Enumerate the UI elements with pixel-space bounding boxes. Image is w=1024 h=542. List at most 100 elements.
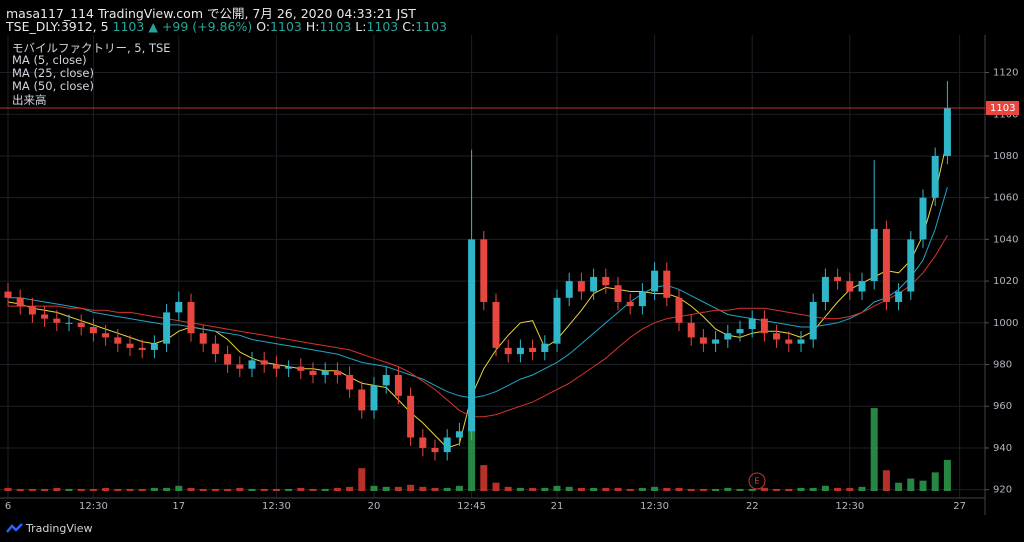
legend-item: MA (25, close) bbox=[12, 66, 94, 80]
volume-bar bbox=[309, 488, 317, 491]
candle-body bbox=[28, 306, 36, 315]
candle-body bbox=[150, 343, 158, 350]
candle-body bbox=[760, 318, 768, 334]
volume-bar bbox=[126, 488, 134, 491]
x-tick-label: 12:30 bbox=[262, 501, 291, 512]
candle-body bbox=[675, 297, 683, 323]
volume-bar bbox=[809, 487, 817, 491]
h: 1103 bbox=[319, 19, 352, 34]
candle-body bbox=[260, 360, 268, 365]
x-tick-label: 22 bbox=[746, 501, 759, 512]
footer: TradingView bbox=[26, 522, 93, 535]
volume-bar bbox=[333, 487, 341, 491]
volume-bar bbox=[468, 426, 476, 491]
x-tick-label: 17 bbox=[172, 501, 185, 512]
candle-body bbox=[102, 333, 110, 338]
candle-body bbox=[931, 155, 939, 198]
volume-bar bbox=[565, 486, 573, 491]
candle-body bbox=[480, 239, 488, 302]
candle-body bbox=[4, 291, 12, 298]
x-tick-label: 27 bbox=[953, 501, 966, 512]
volume-bar bbox=[260, 488, 268, 491]
volume-bar bbox=[224, 488, 232, 491]
price-tag-label: 1103 bbox=[990, 103, 1015, 114]
volume-bar bbox=[858, 486, 866, 491]
candle-body bbox=[370, 385, 378, 411]
volume-bar bbox=[431, 487, 439, 491]
volume-bar bbox=[614, 487, 622, 491]
candle-body bbox=[724, 333, 732, 340]
volume-bar bbox=[699, 488, 707, 491]
candle-body bbox=[138, 347, 146, 350]
c: 1103 bbox=[415, 19, 448, 34]
candle-body bbox=[943, 107, 951, 156]
volume-bar bbox=[541, 487, 549, 491]
volume-bar bbox=[419, 486, 427, 491]
volume-bar bbox=[358, 468, 366, 491]
volume-bar bbox=[65, 488, 73, 491]
candle-body bbox=[187, 301, 195, 334]
volume-bar bbox=[138, 488, 146, 491]
volume-bar bbox=[516, 487, 524, 491]
candle-body bbox=[895, 291, 903, 302]
candle-body bbox=[797, 339, 805, 344]
candle-body bbox=[346, 374, 354, 390]
candle-body bbox=[577, 281, 585, 292]
candle-body bbox=[602, 276, 610, 286]
volume-bar bbox=[4, 487, 12, 491]
y-tick-label: 1040 bbox=[993, 234, 1018, 245]
candle-body bbox=[199, 333, 207, 344]
volume-bar bbox=[346, 486, 354, 491]
volume-bar bbox=[931, 472, 939, 491]
volume-bar bbox=[626, 488, 634, 491]
candle-body bbox=[419, 437, 427, 448]
candle-body bbox=[443, 437, 451, 453]
candle-body bbox=[834, 276, 842, 282]
volume-bar bbox=[41, 488, 49, 491]
legend-item: MA (50, close) bbox=[12, 79, 94, 93]
x-tick-label: 12:45 bbox=[457, 501, 486, 512]
volume-bar bbox=[248, 488, 256, 491]
volume-bar bbox=[846, 487, 854, 491]
volume-bar bbox=[529, 487, 537, 491]
candle-body bbox=[333, 370, 341, 375]
candle-body bbox=[821, 276, 829, 302]
volume-bar bbox=[175, 485, 183, 491]
volume-bar bbox=[821, 485, 829, 491]
candle-body bbox=[309, 370, 317, 375]
candle-body bbox=[285, 366, 293, 369]
candle-body bbox=[114, 337, 122, 344]
l-label: L: bbox=[355, 19, 367, 34]
candle-body bbox=[382, 374, 390, 386]
volume-bar bbox=[163, 487, 171, 491]
candle-body bbox=[504, 347, 512, 355]
volume-bar bbox=[187, 487, 195, 491]
candle-body bbox=[858, 281, 866, 292]
candle-body bbox=[89, 326, 97, 334]
candle-body bbox=[785, 339, 793, 344]
candle-body bbox=[492, 301, 500, 348]
candle-body bbox=[126, 343, 134, 348]
y-tick-label: 960 bbox=[993, 401, 1012, 412]
legend-item: MA (5, close) bbox=[12, 53, 87, 67]
candle-body bbox=[736, 329, 744, 334]
volume-bar bbox=[492, 482, 500, 491]
volume-bar bbox=[797, 487, 805, 491]
candle-body bbox=[663, 270, 671, 298]
volume-bar bbox=[736, 488, 744, 491]
volume-bar bbox=[760, 487, 768, 491]
ma-line bbox=[7, 139, 948, 449]
volume-bar bbox=[638, 487, 646, 491]
candle-body bbox=[687, 322, 695, 338]
volume-bar bbox=[16, 488, 24, 491]
volume-bar bbox=[370, 485, 378, 491]
candle-body bbox=[394, 374, 402, 396]
candle-body bbox=[529, 347, 537, 353]
ma-line bbox=[8, 187, 948, 399]
legend-item: 出来高 bbox=[12, 93, 47, 107]
candle-body bbox=[699, 337, 707, 344]
c-label: C: bbox=[402, 19, 416, 34]
volume-bar bbox=[895, 482, 903, 491]
header-line: TSE_DLY:3912, 5 1103 ▲ +99 (+9.86%) O:11… bbox=[6, 19, 447, 34]
